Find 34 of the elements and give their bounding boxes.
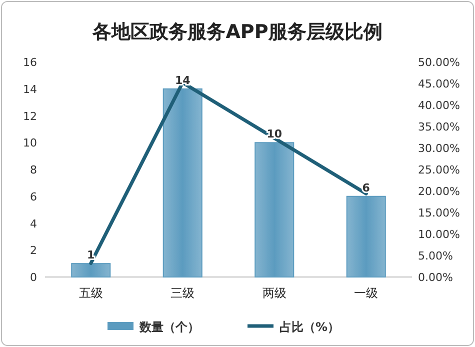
y2-tick-label: 0.00% xyxy=(418,271,453,284)
y-tick-label: 12 xyxy=(23,110,37,123)
y2-tick-label: 40.00% xyxy=(418,99,460,112)
y-tick-label: 0 xyxy=(30,271,37,284)
data-label: 14 xyxy=(174,74,191,87)
y2-tick-label: 5.00% xyxy=(418,250,453,262)
y2-tick-label: 35.00% xyxy=(418,120,460,134)
bar xyxy=(71,263,111,278)
y2-tick-label: 50.00% xyxy=(418,56,460,69)
data-label: 6 xyxy=(362,181,370,194)
bar xyxy=(254,142,294,278)
y2-tick-label: 15.00% xyxy=(418,206,460,220)
x-tick-label: 三级 xyxy=(170,286,195,300)
y-tick-label: 4 xyxy=(30,217,37,230)
data-label: 1 xyxy=(87,248,95,262)
y2-tick-label: 25.00% xyxy=(418,164,460,176)
y-tick-label: 14 xyxy=(23,82,37,96)
legend-label: 数量（个） xyxy=(138,320,200,334)
y2-tick-label: 20.00% xyxy=(418,185,460,198)
y-tick-label: 6 xyxy=(30,190,37,204)
chart-title: 各地区政务服务APP服务层级比例 xyxy=(92,21,382,43)
y-tick-label: 2 xyxy=(30,244,37,258)
y-tick-label: 10 xyxy=(23,136,37,150)
x-tick-label: 两级 xyxy=(262,286,286,300)
y2-tick-label: 10.00% xyxy=(418,228,460,241)
x-tick-label: 一级 xyxy=(354,286,378,300)
y2-tick-label: 30.00% xyxy=(418,142,460,155)
legend-label: 占比（%） xyxy=(280,320,340,334)
y2-tick-label: 45.00% xyxy=(418,78,460,90)
bar xyxy=(162,88,202,278)
x-tick-label: 五级 xyxy=(78,286,103,300)
y-tick-label: 16 xyxy=(23,56,37,69)
bar xyxy=(346,196,386,278)
y-tick-label: 8 xyxy=(30,164,37,176)
